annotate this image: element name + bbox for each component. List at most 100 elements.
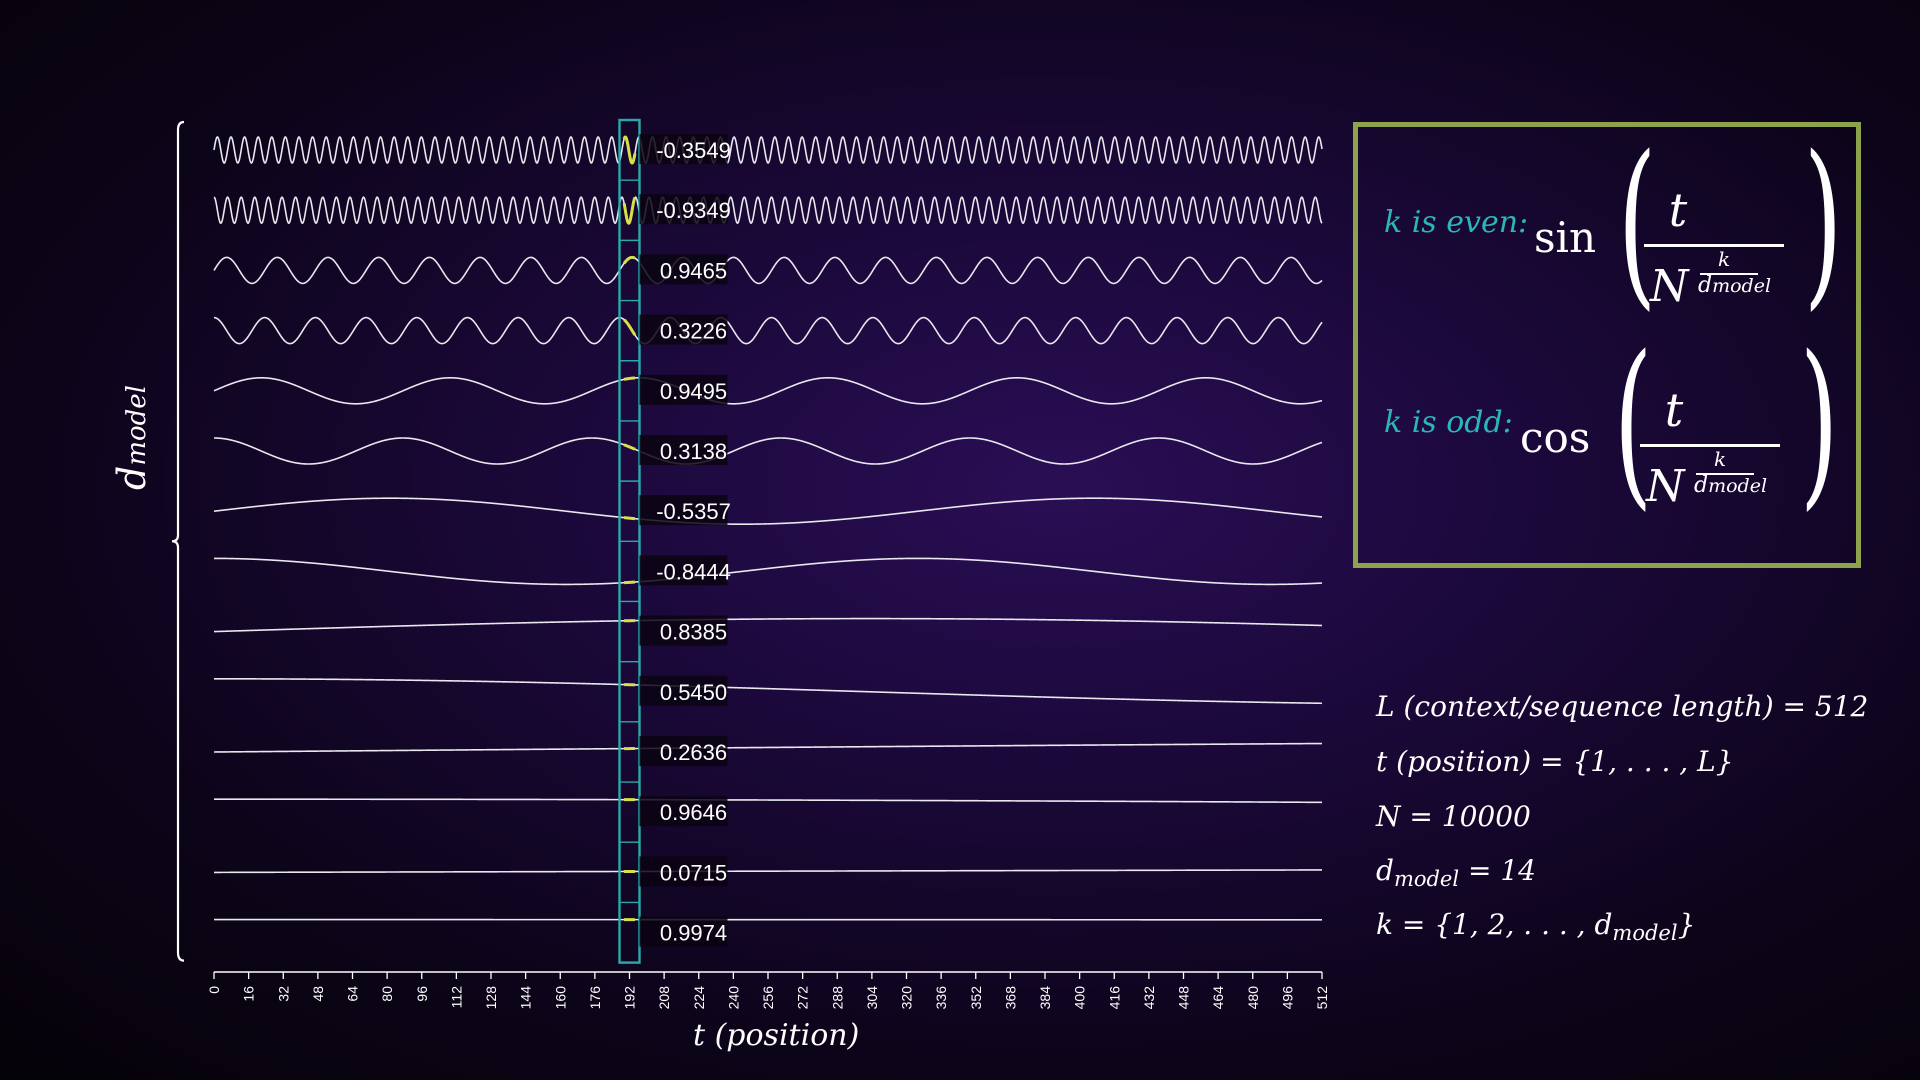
value-label-bg [639, 615, 728, 646]
even-fraction-bar [1644, 244, 1784, 247]
wave-highlight-1 [622, 135, 637, 165]
x-tick-label-464: 464 [1210, 986, 1226, 1010]
param-k-range: k = {1, 2, . . . , dmodel} [1376, 908, 1696, 945]
wave-line-9 [213, 617, 1323, 633]
odd-base: N [1646, 461, 1685, 512]
y-axis-label: dmodel [110, 385, 154, 490]
x-axis: 0 16 32 48 64 80 96 112 128 144 160 176 192 208 224 240… [206, 971, 1330, 1010]
value-label-bg [639, 736, 728, 766]
wave-line-11 [214, 742, 1323, 753]
wave-line-8 [214, 557, 1323, 586]
odd-label: k is odd: [1384, 405, 1513, 440]
odd-exp-d: dmodel [1694, 473, 1768, 498]
even-label: k is even: [1384, 205, 1529, 240]
value-label-3: 0.9465 [660, 258, 727, 283]
value-label-9: 0.8385 [660, 620, 727, 645]
x-tick-label-368: 368 [1002, 986, 1018, 1010]
wave-highlight-4 [623, 318, 637, 336]
value-label-4: 0.3226 [660, 319, 727, 344]
wave-line-12 [214, 798, 1322, 804]
value-label-13: 0.0715 [660, 860, 727, 885]
cos-label: cos [1520, 413, 1591, 462]
x-tick-label-288: 288 [829, 986, 845, 1010]
x-tick-label-480: 480 [1245, 986, 1261, 1010]
left-paren-odd: ( [1613, 318, 1653, 527]
x-tick-label-80: 80 [379, 986, 395, 1002]
x-tick-label-192: 192 [622, 986, 638, 1010]
wave-lines [213, 135, 1323, 922]
value-label-bg [639, 374, 728, 405]
x-tick-label-224: 224 [691, 986, 707, 1010]
value-label-bg [639, 675, 728, 706]
odd-exp-k: k [1713, 447, 1727, 471]
x-tick-label-320: 320 [899, 986, 915, 1010]
odd-exp-bar [1696, 473, 1754, 475]
wave-line-7 [213, 497, 1323, 525]
x-tick-label-96: 96 [414, 986, 430, 1002]
odd-numerator: t [1664, 383, 1684, 437]
value-label-12: 0.9646 [660, 800, 727, 825]
even-numerator: t [1668, 183, 1688, 237]
x-axis-label: t (position) [693, 1018, 860, 1053]
value-label-bg [639, 856, 728, 887]
position-cursor[interactable] [618, 118, 641, 964]
wave-line-4 [213, 316, 1323, 345]
x-tick-label-336: 336 [933, 986, 949, 1010]
wave-highlight-5 [623, 376, 635, 381]
x-tick-label-384: 384 [1037, 986, 1053, 1010]
wave-line-13 [214, 869, 1322, 874]
right-paren-odd: ) [1799, 318, 1839, 527]
value-label-bg [639, 314, 728, 345]
brace-path [171, 120, 185, 962]
value-label-bg [639, 134, 728, 164]
wave-highlight-7 [624, 516, 636, 521]
param-d-model: dmodel = 14 [1376, 854, 1536, 891]
wave-highlight-8 [624, 580, 635, 585]
value-label-bg [639, 916, 728, 947]
even-exp-bar [1700, 273, 1758, 275]
wave-highlight-6 [623, 443, 636, 451]
x-tick-label-240: 240 [725, 986, 741, 1010]
value-label-bg [639, 435, 728, 465]
formula-box: k is even: sin ( t N k dmodel ) k is odd… [1353, 122, 1861, 568]
wave-line-1 [213, 136, 1323, 164]
param-n: N = 10000 [1376, 800, 1531, 833]
wave-highlight-2 [622, 196, 637, 225]
x-tick-label-112: 112 [448, 986, 464, 1009]
value-label-10: 0.5450 [660, 680, 727, 705]
x-tick-label-512: 512 [1314, 986, 1330, 1010]
value-label-7: -0.5357 [656, 499, 731, 524]
d-model-brace [171, 120, 185, 962]
value-label-1: -0.3549 [656, 138, 731, 163]
wave-line-2 [213, 196, 1323, 225]
odd-fraction-bar [1640, 444, 1780, 447]
x-tick-label-208: 208 [656, 986, 672, 1010]
param-context-length: L (context/sequence length) = 512 [1376, 690, 1869, 723]
x-tick-label-16: 16 [241, 986, 257, 1002]
x-tick-label-416: 416 [1106, 986, 1122, 1010]
x-tick-label-272: 272 [795, 986, 811, 1010]
wave-line-3 [213, 256, 1323, 285]
value-label-bg [639, 796, 728, 827]
x-tick-label-176: 176 [587, 986, 603, 1010]
x-tick-label-0: 0 [206, 986, 222, 994]
wave-line-10 [214, 678, 1322, 705]
wave-line-6 [214, 437, 1323, 465]
value-label-5: 0.9495 [660, 379, 727, 404]
even-exp-d: dmodel [1698, 273, 1772, 298]
even-base: N [1650, 261, 1689, 312]
value-label-bg [639, 254, 728, 285]
wave-line-5 [213, 377, 1323, 405]
x-tick-label-304: 304 [864, 986, 880, 1010]
value-label-14: 0.9974 [660, 921, 727, 946]
value-label-bg [639, 555, 728, 586]
x-tick-label-496: 496 [1279, 986, 1295, 1010]
x-tick-label-400: 400 [1072, 986, 1088, 1010]
value-label-11: 0.2636 [660, 740, 727, 765]
value-label-bg [639, 495, 728, 526]
even-exp-k: k [1717, 247, 1731, 271]
value-label-bg [639, 194, 728, 225]
sin-label: sin [1534, 213, 1597, 262]
value-labels: -0.3549 -0.9349 0.9465 0.3226 0.9495 0.3138 -0… [639, 134, 731, 947]
